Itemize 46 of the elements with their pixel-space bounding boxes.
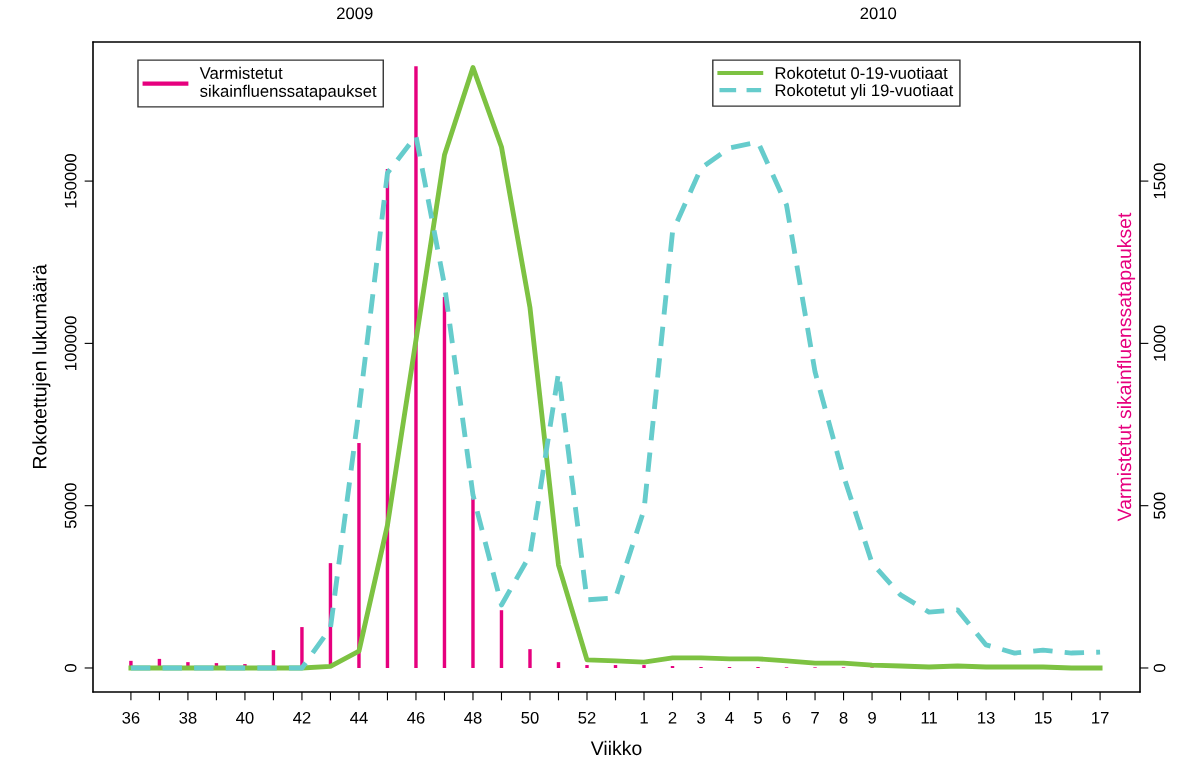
legend-label: Rokotetut yli 19-vuotiaat: [775, 83, 954, 100]
bar: [414, 66, 418, 668]
x-tick-label: 9: [868, 711, 876, 724]
bar: [585, 665, 589, 668]
x-tick-label: 11: [921, 712, 937, 724]
x-tick-label: 2: [668, 711, 677, 724]
x-tick-label: 38: [179, 711, 197, 724]
y-tick-label: 50000: [64, 483, 77, 529]
y-axis-title: Rokotettujen lukumäärä: [32, 264, 51, 469]
x-tick-label: 1: [640, 712, 648, 724]
y2-tick-label: 1500: [1153, 163, 1166, 199]
x-tick-label: 6: [782, 711, 791, 724]
x-tick-label: 17: [1092, 712, 1109, 724]
x-axis-title: Viikko: [590, 740, 642, 756]
y-tick-label: 100000: [64, 316, 77, 370]
bar: [642, 665, 646, 668]
bar: [471, 498, 475, 668]
text: 2009: [337, 7, 373, 20]
bar: [556, 662, 561, 668]
x-tick-label: 5: [754, 712, 762, 724]
bar: [613, 665, 618, 668]
x-tick-label: 42: [293, 711, 311, 724]
x-tick-label: 40: [236, 711, 254, 724]
legend-label: Varmistetut sikainfluenssatapaukset: [199, 66, 377, 101]
x-tick-label: 48: [464, 711, 482, 724]
y-tick-label: 0: [64, 664, 77, 672]
x-tick-label: 7: [811, 712, 819, 724]
text: 2010: [860, 7, 897, 20]
x-tick-label: 46: [407, 711, 425, 724]
x-tick-label: 52: [578, 711, 596, 724]
y2-tick-label: 1000: [1153, 325, 1166, 361]
x-tick-label: 36: [122, 711, 140, 724]
x-tick-label: 15: [1035, 712, 1052, 724]
bar: [528, 649, 532, 668]
x-tick-label: 3: [697, 711, 705, 724]
y-tick-label: 150000: [64, 153, 77, 208]
x-tick-label: 44: [350, 712, 368, 724]
y2-tick-label: 0: [1153, 664, 1166, 672]
bar: [357, 443, 361, 668]
x-tick-label: 50: [521, 711, 539, 724]
x-tick-label: 8: [839, 711, 848, 724]
legend-label: Rokotetut 0-19-vuotiaat: [775, 66, 948, 79]
x-tick-label: 4: [725, 712, 734, 724]
y2-tick-label: 500: [1153, 492, 1166, 519]
x-tick-label: 13: [978, 711, 995, 724]
y2-axis-title: Varmistetut sikainfluenssatapaukset: [1116, 212, 1136, 522]
